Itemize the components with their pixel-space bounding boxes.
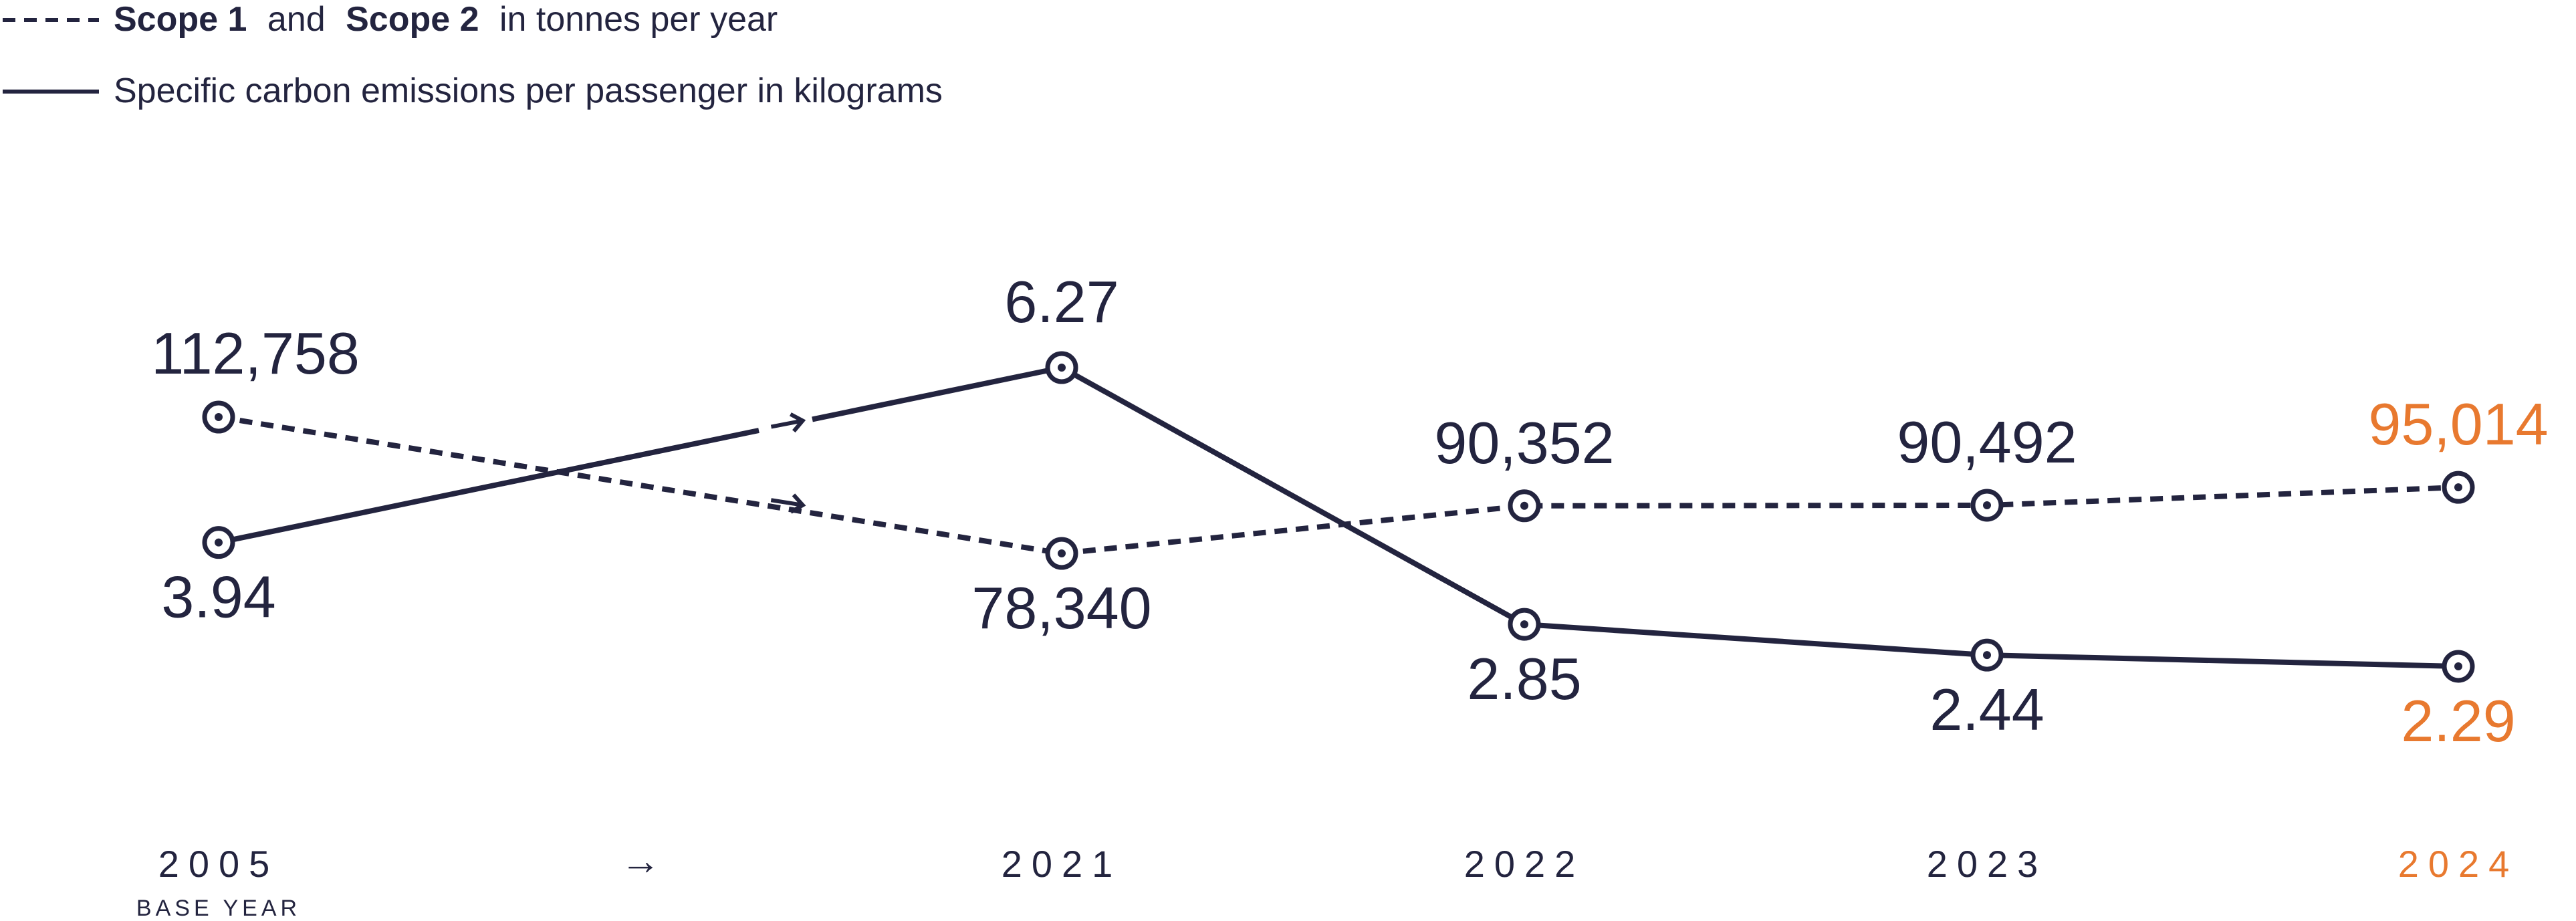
dashed-value-2022: 90,352 bbox=[1434, 410, 1614, 476]
solid-marker-2023 bbox=[1970, 638, 2004, 672]
x-tick-2024: 2024 bbox=[2398, 843, 2519, 885]
dashed-value-2023: 90,492 bbox=[1897, 409, 2077, 475]
x-tick-2023: 2023 bbox=[1927, 843, 2048, 885]
solid-segment-2005-gap bbox=[218, 428, 759, 545]
legend-dashed-label: Scope 1 and Scope 2 in tonnes per year bbox=[114, 0, 778, 39]
x-tick-2005: 2005 bbox=[158, 843, 279, 885]
solid-marker-2021 bbox=[1045, 351, 1078, 384]
solid-value-2021: 6.27 bbox=[1004, 269, 1119, 335]
gap-arrows bbox=[770, 412, 806, 514]
legend-solid-label: Specific carbon emissions per passenger … bbox=[114, 72, 943, 110]
legend-and: and bbox=[267, 0, 326, 39]
solid-marker-2005 bbox=[202, 526, 235, 559]
dashed-series-line bbox=[1061, 485, 2459, 556]
x-tick-2022: 2022 bbox=[1464, 843, 1585, 885]
dashed-marker-2021 bbox=[1045, 537, 1078, 570]
legend: Scope 1 and Scope 2 in tonnes per year S… bbox=[3, 0, 943, 110]
dashed-marker-2005 bbox=[202, 400, 235, 434]
dashed-segment-2005-2021 bbox=[218, 414, 1062, 556]
solid-value-2023: 2.44 bbox=[1929, 676, 2044, 743]
dashed-marker-2023 bbox=[1970, 489, 2004, 522]
dashed-value-2005: 112,758 bbox=[151, 320, 360, 386]
solid-series-line bbox=[1060, 365, 2459, 669]
x-axis-gap-arrow: → bbox=[620, 838, 661, 883]
dashed-value-2021: 78,340 bbox=[971, 575, 1151, 641]
x-axis: 2005 BASE YEAR 2021 2022 2023 2024 → bbox=[136, 838, 2519, 921]
x-tick-2021: 2021 bbox=[1002, 843, 1123, 885]
solid-marker-2024 bbox=[2442, 650, 2475, 683]
legend-scope2: Scope 2 bbox=[346, 0, 479, 39]
x-tick-sub-2005: BASE YEAR bbox=[136, 896, 301, 918]
series-layer bbox=[202, 351, 2475, 683]
solid-value-2005: 3.94 bbox=[161, 564, 275, 630]
dashed-marker-2022 bbox=[1508, 489, 1541, 523]
solid-gap-arrow bbox=[770, 412, 806, 433]
legend-tonnes: in tonnes per year bbox=[499, 0, 778, 39]
dashed-value-2024: 95,014 bbox=[2368, 391, 2548, 457]
value-labels: 112,758 78,340 90,352 90,492 95,014 3.94 6.27 2… bbox=[151, 269, 2548, 754]
solid-segment-gap-2021 bbox=[812, 365, 1062, 422]
solid-value-2022: 2.85 bbox=[1467, 646, 1581, 712]
dashed-marker-2024 bbox=[2442, 471, 2475, 504]
dashed-gap-arrow bbox=[770, 493, 806, 514]
solid-marker-2022 bbox=[1508, 608, 1541, 641]
solid-value-2024: 2.29 bbox=[2401, 688, 2515, 754]
legend-scope1: Scope 1 bbox=[114, 0, 247, 39]
